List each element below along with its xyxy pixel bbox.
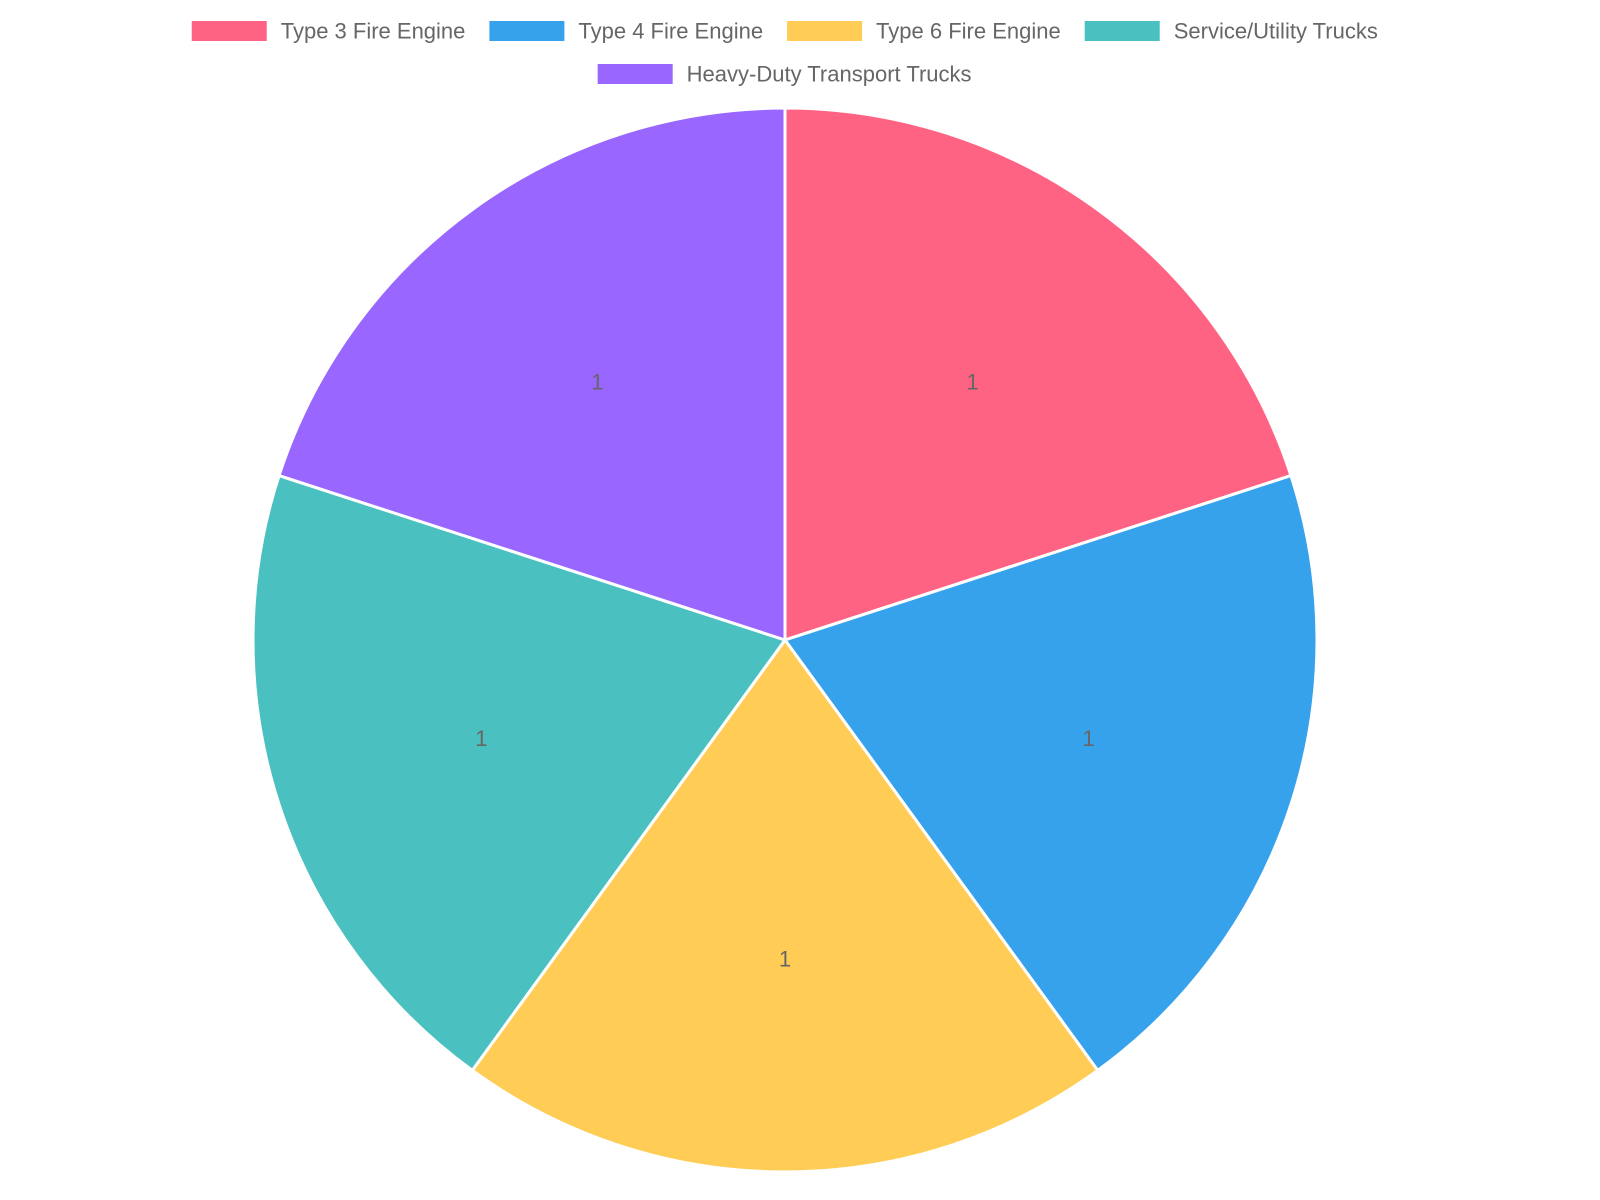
slice-value-label-type-3-fire-engine: 1 [966, 369, 978, 394]
legend-item-type-4-fire-engine[interactable]: Type 4 Fire Engine [489, 19, 763, 44]
legend-swatch [1084, 21, 1160, 41]
legend-swatch [489, 21, 565, 41]
slice-value-labels: 1 1 1 1 1 [475, 369, 1094, 971]
legend-label: Heavy-Duty Transport Trucks [687, 62, 972, 87]
legend-label: Type 4 Fire Engine [578, 19, 763, 44]
legend-item-type-6-fire-engine[interactable]: Type 6 Fire Engine [787, 19, 1061, 44]
slice-value-label-service-utility-trucks: 1 [475, 726, 487, 751]
legend-swatch [787, 21, 863, 41]
slice-value-label-type-6-fire-engine: 1 [779, 947, 791, 972]
pie-slice-heavy-duty-transport-trucks[interactable] [277, 106, 787, 642]
pie-slice-type-6-fire-engine[interactable] [470, 638, 1100, 1174]
legend: Type 3 Fire Engine Type 4 Fire Engine Type… [191, 19, 1378, 87]
legend-label: Type 3 Fire Engine [281, 19, 466, 44]
legend-item-heavy-duty-transport-trucks[interactable]: Heavy-Duty Transport Trucks [597, 62, 972, 87]
pie-slice-service-utility-trucks[interactable] [251, 474, 787, 1072]
legend-label: Service/Utility Trucks [1174, 19, 1378, 44]
legend-swatch [597, 64, 673, 84]
legend-swatch [191, 21, 267, 41]
legend-label: Type 6 Fire Engine [876, 19, 1061, 44]
pie-slices [251, 106, 1319, 1174]
legend-item-type-3-fire-engine[interactable]: Type 3 Fire Engine [191, 19, 466, 44]
pie-slice-type-4-fire-engine[interactable] [783, 474, 1319, 1072]
legend-item-service-utility-trucks[interactable]: Service/Utility Trucks [1084, 19, 1378, 44]
slice-value-label-type-4-fire-engine: 1 [1082, 726, 1094, 751]
slice-value-label-heavy-duty-transport-trucks: 1 [591, 369, 603, 394]
pie-slice-type-3-fire-engine[interactable] [783, 106, 1293, 642]
